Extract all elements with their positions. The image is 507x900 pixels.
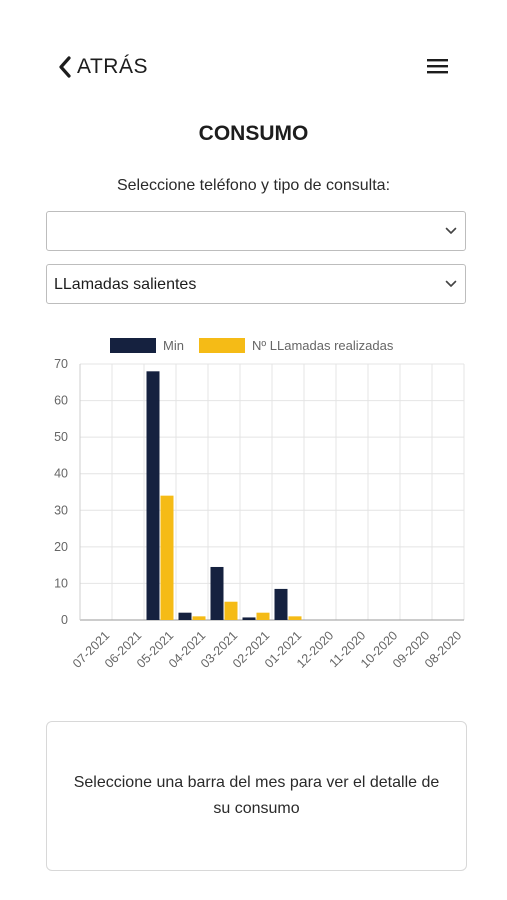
bar-min-03-2021 xyxy=(210,566,224,620)
chevron-down-icon xyxy=(445,280,457,287)
y-tick-label: 70 xyxy=(54,357,68,371)
consumption-bar-chart: 01020304050607007-202106-202105-202104-2… xyxy=(54,338,465,671)
y-tick-label: 60 xyxy=(54,394,68,408)
y-tick-label: 40 xyxy=(54,467,68,481)
detail-panel: Seleccione una barra del mes para ver el… xyxy=(46,721,467,871)
phone-select[interactable] xyxy=(46,211,466,251)
bar-calls-04-2021 xyxy=(192,616,206,620)
y-tick-label: 0 xyxy=(61,613,68,627)
y-tick-label: 20 xyxy=(54,540,68,554)
menu-button[interactable] xyxy=(426,56,450,76)
page-title: CONSUMO xyxy=(198,122,309,145)
y-tick-label: 30 xyxy=(54,503,68,517)
query-type-select-value: LLamadas salientes xyxy=(54,276,197,293)
back-label: ATRÁS xyxy=(77,55,148,78)
legend-swatch-calls xyxy=(199,338,245,353)
bar-min-04-2021 xyxy=(178,612,192,620)
legend-label-calls: Nº LLamadas realizadas xyxy=(252,338,394,353)
query-type-select[interactable]: LLamadas salientes xyxy=(46,264,466,304)
hamburger-menu-icon xyxy=(427,59,448,74)
chevron-down-icon xyxy=(445,227,457,234)
bar-min-05-2021 xyxy=(146,371,160,620)
top-bar: ATRÁS xyxy=(0,0,507,120)
bar-calls-05-2021 xyxy=(160,495,174,620)
bar-calls-03-2021 xyxy=(224,601,238,620)
bar-min-02-2021 xyxy=(242,617,256,620)
bar-calls-01-2021 xyxy=(288,616,302,620)
query-instructions: Seleccione teléfono y tipo de consulta: xyxy=(116,177,391,194)
legend-swatch-min xyxy=(110,338,156,353)
detail-message: Seleccione una barra del mes para ver el… xyxy=(73,774,440,817)
back-button[interactable]: ATRÁS xyxy=(58,54,148,80)
legend-label-min: Min xyxy=(163,338,184,353)
y-tick-label: 10 xyxy=(54,576,68,590)
y-tick-label: 50 xyxy=(54,430,68,444)
chevron-left-icon xyxy=(59,56,71,78)
bar-calls-02-2021 xyxy=(256,612,270,620)
bar-min-01-2021 xyxy=(274,588,288,620)
